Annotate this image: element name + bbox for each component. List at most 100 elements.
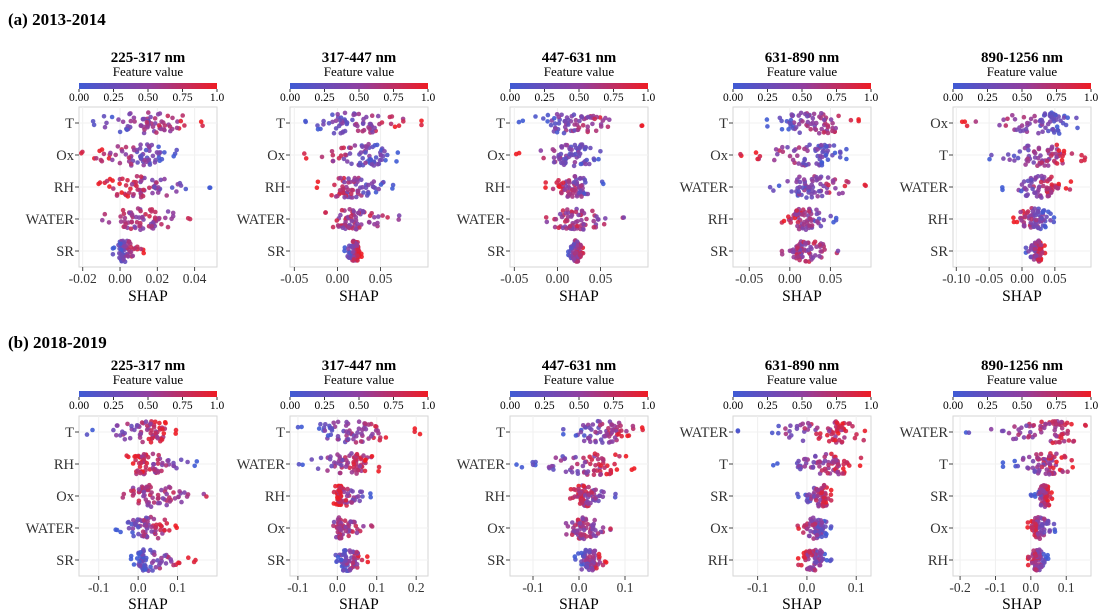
shap-point — [573, 209, 579, 215]
shap-point — [556, 121, 562, 126]
shap-point — [1049, 490, 1054, 495]
shap-point — [797, 257, 802, 263]
shap-point — [338, 535, 344, 541]
shap-point — [135, 244, 140, 250]
shap-point — [1056, 148, 1062, 153]
colorbar-tick-label: 0.50 — [1012, 400, 1032, 412]
shap-point — [334, 558, 340, 564]
shap-point — [1055, 127, 1060, 133]
shap-point — [146, 110, 151, 115]
shap-point — [357, 464, 363, 469]
shap-point — [111, 245, 117, 250]
shap-point — [134, 174, 140, 179]
shap-point — [780, 149, 786, 154]
shap-point — [145, 519, 150, 524]
shap-point — [336, 123, 342, 129]
shap-point — [1037, 536, 1043, 541]
shap-point — [571, 180, 577, 185]
shap-point — [966, 430, 972, 436]
shap-point — [108, 150, 113, 156]
shap-point — [578, 429, 584, 435]
shap-point — [1046, 177, 1051, 182]
shap-point — [1011, 215, 1016, 220]
shap-point — [363, 160, 368, 166]
shap-point — [378, 152, 384, 158]
shap-point — [149, 529, 154, 534]
shap-point — [569, 151, 574, 157]
shap-point — [162, 150, 167, 155]
colorbar-tick-label: 1.0 — [1084, 400, 1099, 412]
y-tick-label: RH — [485, 180, 506, 196]
shap-point — [314, 185, 320, 190]
shap-point — [351, 461, 357, 467]
y-tick-label: SR — [267, 553, 285, 569]
shap-point — [123, 152, 129, 157]
shap-point — [828, 524, 834, 529]
shap-point — [612, 461, 617, 467]
shap-point — [344, 419, 349, 425]
shap-point — [1039, 160, 1045, 165]
colorbar-tick-label: 0.50 — [1012, 92, 1032, 104]
shap-point — [156, 123, 162, 128]
shap-point — [1026, 433, 1032, 439]
shap-point — [354, 471, 359, 476]
shap-point — [591, 225, 597, 230]
shap-point — [800, 421, 805, 427]
shap-point — [552, 121, 558, 126]
shap-point — [1024, 423, 1029, 429]
shap-point — [338, 490, 343, 496]
shap-point — [343, 498, 349, 503]
x-axis-label: SHAP — [782, 288, 822, 305]
colorbar-label: Feature value — [324, 64, 395, 79]
shap-point — [1055, 185, 1060, 191]
shap-point — [1060, 469, 1065, 475]
shap-point — [1066, 438, 1072, 443]
shap-point — [158, 560, 163, 566]
panel-title: 225-317 nm — [111, 50, 186, 66]
shap-point — [590, 523, 596, 529]
shap-point — [584, 157, 589, 163]
y-tick-label: RH — [708, 212, 729, 228]
shap-point — [146, 501, 151, 507]
y-tick-label: WATER — [26, 212, 75, 228]
shap-point — [159, 437, 165, 442]
shap-point — [566, 192, 572, 197]
shap-point — [577, 491, 583, 497]
shap-point — [356, 419, 362, 425]
shap-point — [1068, 179, 1074, 184]
shap-point — [578, 161, 584, 167]
shap-point — [800, 438, 806, 444]
colorbar — [290, 83, 428, 89]
shap-point — [376, 469, 381, 474]
shap-point — [338, 175, 343, 181]
shap-point — [354, 451, 360, 457]
shap-point — [366, 191, 371, 196]
shap-point — [309, 457, 315, 462]
shap-point — [561, 432, 566, 437]
shap-point — [170, 115, 175, 121]
shap-point — [135, 160, 140, 165]
shap-point — [156, 150, 162, 155]
shap-point — [347, 151, 353, 156]
shap-point — [1045, 148, 1051, 154]
shap-point — [125, 421, 130, 427]
shap-point — [157, 420, 162, 426]
shap-point — [1054, 155, 1059, 160]
shap-point — [153, 525, 159, 530]
shap-point — [590, 208, 595, 214]
shap-point — [98, 157, 104, 163]
shap-point — [1038, 179, 1044, 185]
x-tick-label: 0.00 — [778, 271, 802, 286]
shap-point — [796, 458, 801, 464]
shap-point — [807, 142, 812, 148]
shap-point — [787, 435, 792, 440]
shap-point — [380, 213, 385, 218]
shap-point — [577, 145, 583, 151]
shap-point — [1067, 187, 1073, 192]
shap-point — [826, 428, 832, 434]
shap-point — [1069, 458, 1074, 463]
shap-point — [583, 161, 588, 167]
shap-point — [1033, 521, 1038, 527]
shap-point — [160, 460, 165, 466]
shap-point — [987, 156, 992, 162]
